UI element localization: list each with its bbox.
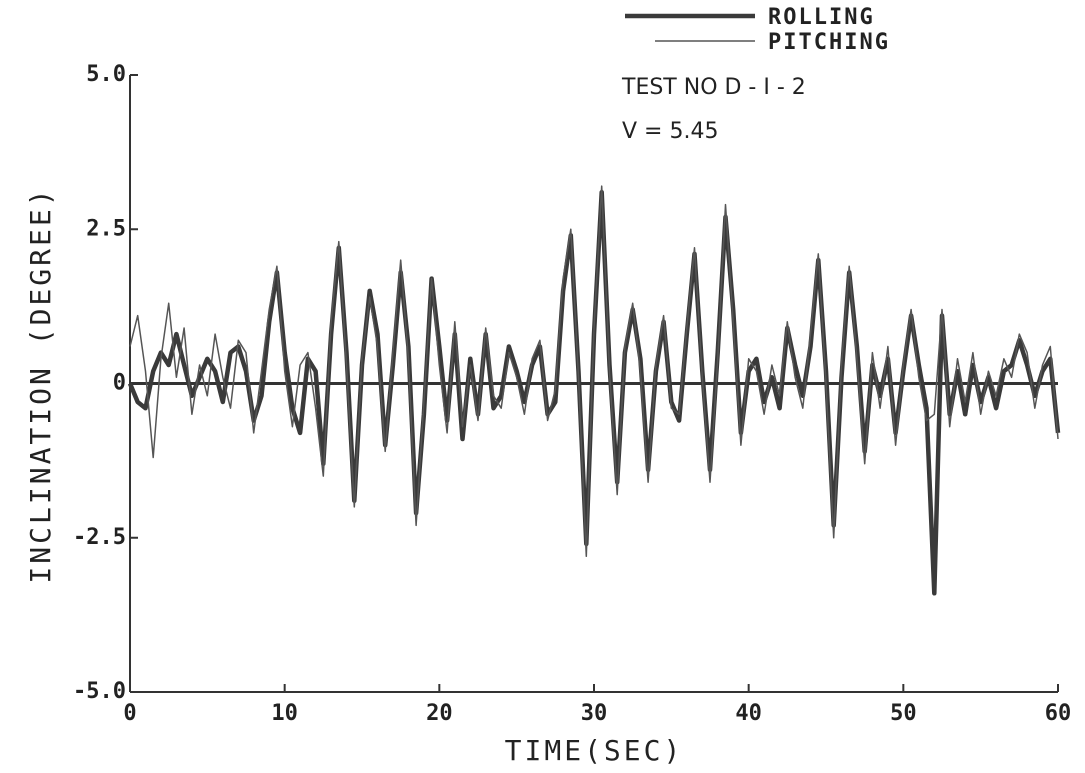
y-tick-label: 0: [113, 371, 126, 396]
y-tick-label: 5.0: [86, 62, 126, 87]
x-tick-label: 10: [271, 701, 298, 726]
x-tick-label: 40: [735, 701, 762, 726]
x-tick-label: 60: [1045, 701, 1072, 726]
series-line: [129, 185, 1059, 558]
y-tick-label: -2.5: [73, 525, 126, 550]
y-axis-label: INCLINATION (DEGREE): [24, 186, 57, 583]
x-tick-label: 30: [581, 701, 608, 726]
y-tick-label: 2.5: [86, 216, 126, 241]
legend-label: PITCHING: [768, 30, 890, 55]
x-tick-label: 50: [890, 701, 917, 726]
series-line: [127, 189, 1061, 596]
legend-label: ROLLING: [768, 5, 875, 30]
x-tick-label: 0: [123, 701, 136, 726]
x-axis-label: TIME(SEC): [505, 734, 684, 767]
annotation: TEST NO D - I - 2: [621, 75, 806, 100]
annotation: V = 5.45: [622, 119, 718, 144]
y-tick-label: -5.0: [73, 679, 126, 704]
x-tick-label: 20: [426, 701, 453, 726]
